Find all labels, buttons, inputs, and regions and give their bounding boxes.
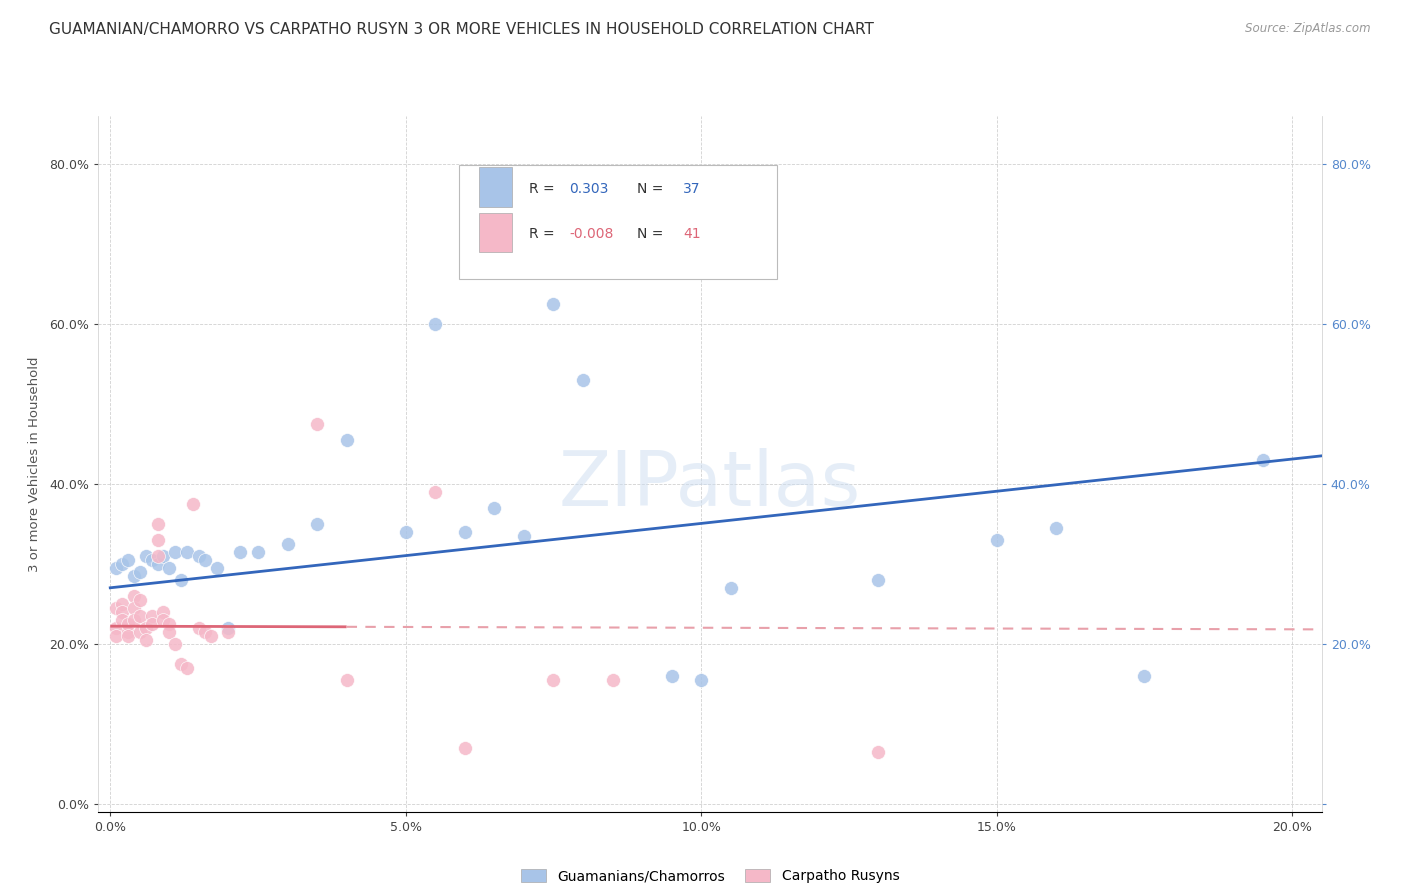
Point <box>572 373 595 387</box>
FancyBboxPatch shape <box>479 212 512 252</box>
Point <box>157 624 180 639</box>
Legend: Guamanians/Chamorros, Carpatho Rusyns: Guamanians/Chamorros, Carpatho Rusyns <box>515 863 905 889</box>
Text: ZIPatlas: ZIPatlas <box>558 448 862 522</box>
Point <box>307 516 329 531</box>
Point <box>128 565 150 579</box>
Point <box>146 533 169 547</box>
Text: N =: N = <box>637 227 668 241</box>
Point <box>157 616 180 631</box>
Point <box>176 661 198 675</box>
Point <box>276 537 298 551</box>
Point <box>105 629 128 643</box>
Point <box>176 545 198 559</box>
Point <box>141 616 163 631</box>
Text: 37: 37 <box>683 182 700 196</box>
Point <box>217 621 239 635</box>
Point <box>217 624 239 639</box>
Point <box>135 632 157 647</box>
Point <box>157 561 180 575</box>
Text: R =: R = <box>529 182 560 196</box>
Point <box>111 557 134 571</box>
Point <box>165 545 187 559</box>
Point <box>141 608 163 623</box>
Point <box>111 605 134 619</box>
Point <box>152 605 174 619</box>
Point <box>146 549 169 563</box>
Point <box>122 613 145 627</box>
Point <box>200 629 222 643</box>
Point <box>513 529 536 543</box>
Point <box>111 597 134 611</box>
Point <box>484 500 506 515</box>
Point <box>117 624 139 639</box>
Point <box>425 484 447 499</box>
Point <box>105 600 128 615</box>
Point <box>307 417 329 431</box>
Point <box>986 533 1008 547</box>
Point <box>1133 669 1156 683</box>
Point <box>1251 453 1274 467</box>
Point <box>187 621 209 635</box>
Point <box>135 549 157 563</box>
Point <box>111 613 134 627</box>
Text: 0.303: 0.303 <box>569 182 609 196</box>
Point <box>690 673 713 687</box>
Point <box>194 553 217 567</box>
Point <box>170 657 193 671</box>
Text: N =: N = <box>637 182 668 196</box>
Text: GUAMANIAN/CHAMORRO VS CARPATHO RUSYN 3 OR MORE VEHICLES IN HOUSEHOLD CORRELATION: GUAMANIAN/CHAMORRO VS CARPATHO RUSYN 3 O… <box>49 22 875 37</box>
Text: Source: ZipAtlas.com: Source: ZipAtlas.com <box>1246 22 1371 36</box>
Point <box>543 673 565 687</box>
Point <box>128 592 150 607</box>
Point <box>868 573 890 587</box>
Point <box>229 545 252 559</box>
Point <box>152 549 174 563</box>
Text: 41: 41 <box>683 227 700 241</box>
Point <box>454 524 477 539</box>
Point <box>246 545 269 559</box>
Point <box>117 616 139 631</box>
Point <box>105 561 128 575</box>
Point <box>105 621 128 635</box>
Point <box>454 740 477 755</box>
Point <box>543 297 565 311</box>
Point <box>425 317 447 331</box>
FancyBboxPatch shape <box>460 165 778 279</box>
Point <box>602 673 624 687</box>
Point <box>146 516 169 531</box>
Point <box>336 673 359 687</box>
Point <box>165 637 187 651</box>
Point <box>122 569 145 583</box>
Y-axis label: 3 or more Vehicles in Household: 3 or more Vehicles in Household <box>28 356 41 572</box>
Point <box>1045 521 1067 535</box>
Point <box>152 613 174 627</box>
Point <box>336 433 359 447</box>
Point <box>141 553 163 567</box>
Point <box>720 581 742 595</box>
Point <box>146 557 169 571</box>
Point <box>395 524 418 539</box>
Point <box>194 624 217 639</box>
FancyBboxPatch shape <box>479 168 512 207</box>
Point <box>187 549 209 563</box>
Point <box>868 745 890 759</box>
Point <box>122 600 145 615</box>
Point <box>170 573 193 587</box>
Point <box>661 669 683 683</box>
Point <box>117 629 139 643</box>
Point <box>181 497 204 511</box>
Point <box>128 608 150 623</box>
Point <box>135 621 157 635</box>
Point <box>205 561 228 575</box>
Point <box>122 589 145 603</box>
Point <box>117 553 139 567</box>
Text: R =: R = <box>529 227 560 241</box>
Text: -0.008: -0.008 <box>569 227 614 241</box>
Point <box>128 624 150 639</box>
